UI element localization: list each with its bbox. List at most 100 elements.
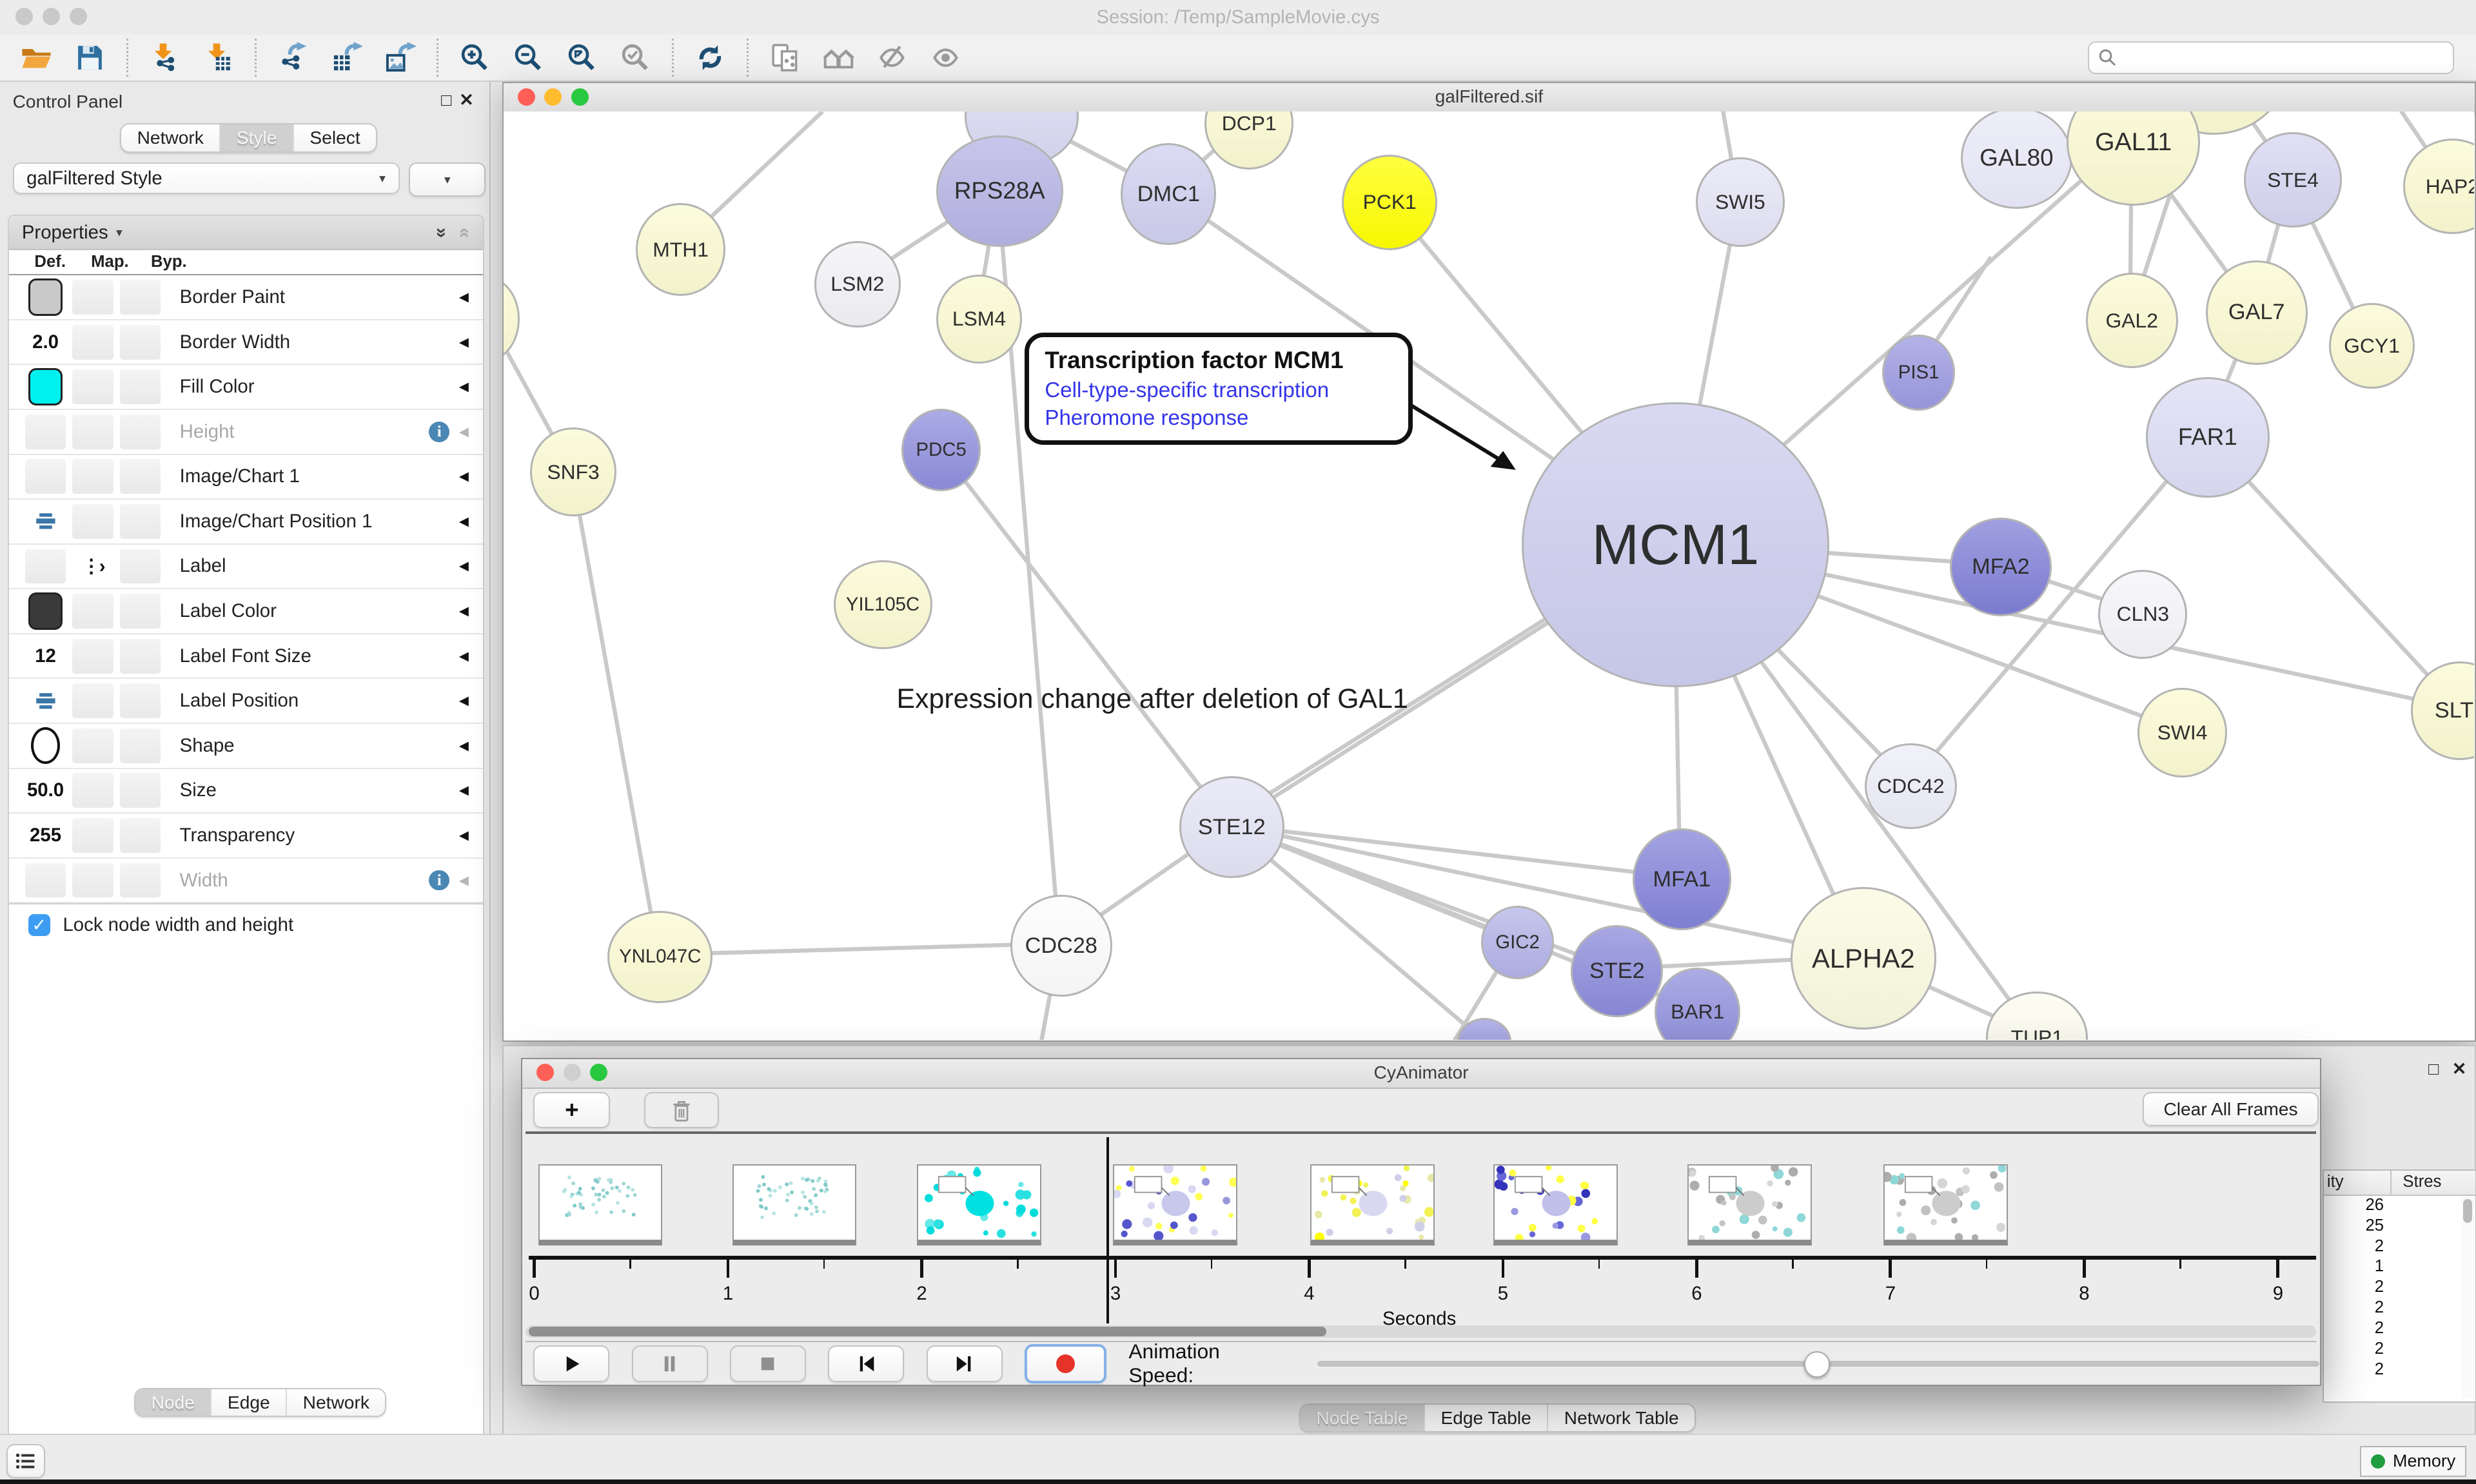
tab-select[interactable]: Select xyxy=(292,124,377,151)
expand-row-icon[interactable]: ◀ xyxy=(458,604,469,619)
network-node-ste2[interactable]: STE2 xyxy=(1571,924,1664,1017)
mapping-cell[interactable] xyxy=(72,459,113,494)
network-node-pck1[interactable]: PCK1 xyxy=(1342,154,1438,250)
mapping-cell[interactable] xyxy=(72,817,113,853)
mapping-cell[interactable] xyxy=(72,503,113,539)
info-icon[interactable]: i xyxy=(429,870,450,891)
network-node-swi4[interactable]: SWI4 xyxy=(2137,688,2227,777)
animation-speed-slider[interactable] xyxy=(1317,1351,2320,1378)
property-row-border-width[interactable]: 2.0 Border Width ◀ xyxy=(9,320,483,366)
slider-handle[interactable] xyxy=(1803,1351,1831,1378)
network-node-dmc1[interactable]: DMC1 xyxy=(1121,143,1217,246)
bypass-cell[interactable] xyxy=(119,773,161,808)
zoom-selected-button[interactable] xyxy=(615,37,656,79)
mapping-cell[interactable] xyxy=(72,863,113,898)
timeline-frame-0[interactable] xyxy=(538,1164,663,1246)
default-value-cell[interactable]: 2.0 xyxy=(25,324,66,360)
default-value-cell[interactable] xyxy=(25,549,66,584)
annotation-box[interactable]: Transcription factor MCM1 Cell-type-spec… xyxy=(1024,333,1413,445)
search-input[interactable] xyxy=(2117,46,2424,70)
mapping-cell[interactable] xyxy=(72,414,113,449)
annotation-link-2[interactable]: Pheromone response xyxy=(1045,406,1249,431)
bypass-cell[interactable] xyxy=(119,503,161,539)
minimize-traffic-light[interactable] xyxy=(43,8,61,26)
maximize-window-icon[interactable] xyxy=(571,88,589,106)
expand-row-icon[interactable]: ◀ xyxy=(458,649,469,663)
info-icon[interactable]: i xyxy=(429,421,450,442)
table-header[interactable]: ity Stres xyxy=(2323,1171,2476,1196)
table-cell-value[interactable]: 2 xyxy=(2374,1278,2384,1296)
mapping-cell[interactable] xyxy=(72,773,113,808)
table-cell-value[interactable]: 26 xyxy=(2365,1195,2384,1214)
zoom-fit-button[interactable] xyxy=(562,37,603,79)
bypass-cell[interactable] xyxy=(119,369,161,405)
hscrollbar-thumb[interactable] xyxy=(528,1327,1326,1336)
mapping-cell[interactable] xyxy=(72,369,113,405)
properties-header[interactable]: Properties ▾ » « xyxy=(9,216,483,251)
table-tab-node-table[interactable]: Node Table xyxy=(1301,1404,1424,1432)
annotation-link-1[interactable]: Cell-type-specific transcription xyxy=(1045,378,1330,403)
property-row-label[interactable]: ⋮› Label ◀ xyxy=(9,545,483,590)
float-panel-icon[interactable]: □ xyxy=(2428,1059,2442,1079)
timeline-frame-4[interactable] xyxy=(1310,1164,1436,1246)
default-value-cell[interactable] xyxy=(25,414,66,449)
clear-all-frames-button[interactable]: Clear All Frames xyxy=(2142,1092,2319,1127)
property-row-image-chart-1[interactable]: Image/Chart 1 ◀ xyxy=(9,455,483,500)
mapping-cell[interactable] xyxy=(72,638,113,674)
export-table-button[interactable] xyxy=(326,37,367,79)
default-value-cell[interactable]: 12 xyxy=(25,638,66,674)
collapse-all-icon[interactable]: « xyxy=(455,227,477,238)
close-panel-icon[interactable]: ✕ xyxy=(2451,1059,2470,1079)
table-cell-value[interactable]: 2 xyxy=(2374,1318,2384,1337)
memory-button[interactable]: Memory xyxy=(2359,1445,2467,1477)
expand-row-icon[interactable]: ◀ xyxy=(458,828,469,843)
import-table-button[interactable] xyxy=(198,37,239,79)
minimize-window-icon[interactable] xyxy=(563,1064,581,1082)
zoom-traffic-light[interactable] xyxy=(69,8,87,26)
timeline-frame-3[interactable] xyxy=(1112,1163,1239,1246)
network-node-gcy1[interactable]: GCY1 xyxy=(2328,302,2415,389)
lock-size-row[interactable]: ✓ Lock node width and height xyxy=(28,913,483,937)
network-node-mfa2[interactable]: MFA2 xyxy=(1950,517,2052,616)
search-field[interactable] xyxy=(2087,41,2454,75)
bypass-cell[interactable] xyxy=(119,280,161,315)
network-node-cdc42[interactable]: CDC42 xyxy=(1864,743,1957,830)
property-row-border-paint[interactable]: Border Paint ◀ xyxy=(9,275,483,320)
bypass-cell[interactable] xyxy=(119,549,161,584)
default-value-cell[interactable] xyxy=(25,503,66,539)
open-folder-button[interactable] xyxy=(15,37,57,79)
default-value-cell[interactable] xyxy=(25,727,66,765)
expand-row-icon[interactable]: ◀ xyxy=(458,424,469,439)
bypass-cell[interactable] xyxy=(119,728,161,763)
timeline-frame-6[interactable] xyxy=(1687,1164,1813,1246)
hide-selected-button[interactable] xyxy=(872,37,913,79)
mapping-cell[interactable] xyxy=(72,324,113,360)
bypass-cell[interactable] xyxy=(119,817,161,853)
close-window-icon[interactable] xyxy=(517,88,535,106)
table-cell-value[interactable]: 2 xyxy=(2374,1298,2384,1317)
column-ity[interactable]: ity xyxy=(2326,1172,2344,1191)
property-row-width[interactable]: Width i ◀ xyxy=(9,859,483,904)
mapping-cell[interactable] xyxy=(72,280,113,315)
timeline-frame-5[interactable] xyxy=(1493,1164,1618,1246)
timeline-frame-2[interactable] xyxy=(917,1164,1041,1246)
table-tab-network-table[interactable]: Network Table xyxy=(1547,1404,1695,1432)
network-node-rps28a[interactable]: RPS28A xyxy=(936,135,1063,247)
network-node-mfa1[interactable]: MFA1 xyxy=(1632,828,1731,931)
delete-frame-button[interactable] xyxy=(644,1092,720,1128)
table-cell-value[interactable]: 2 xyxy=(2374,1236,2384,1255)
table-cell-value[interactable]: 1 xyxy=(2374,1257,2384,1276)
canvas-annotation-text[interactable]: Expression change after deletion of GAL1 xyxy=(896,683,1408,714)
timeline-playhead[interactable] xyxy=(1106,1137,1109,1324)
refresh-button[interactable] xyxy=(690,37,731,79)
expand-row-icon[interactable]: ◀ xyxy=(458,514,469,529)
cyanimator-timeline[interactable]: 0 1 2 3 4 5 6 7 8 9 Seconds xyxy=(526,1131,2317,1343)
network-node-mcm1[interactable]: MCM1 xyxy=(1522,402,1829,687)
style-target-node[interactable]: Node xyxy=(135,1389,211,1416)
export-network-button[interactable] xyxy=(272,37,313,79)
bypass-cell[interactable] xyxy=(119,459,161,494)
mapping-cell[interactable] xyxy=(72,594,113,629)
close-panel-icon[interactable]: ✕ xyxy=(459,90,477,110)
default-value-cell[interactable]: 255 xyxy=(25,817,66,853)
property-row-fill-color[interactable]: Fill Color ◀ xyxy=(9,365,483,410)
